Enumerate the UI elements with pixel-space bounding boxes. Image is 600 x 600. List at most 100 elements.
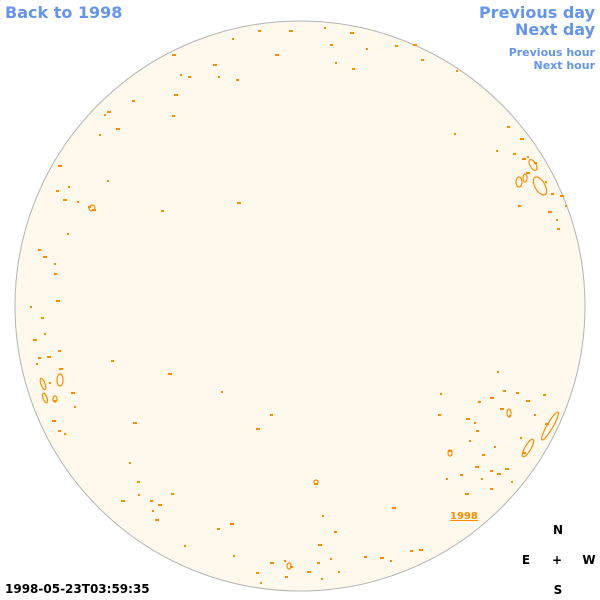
contour-mark [256, 572, 259, 574]
contour-mark [36, 363, 38, 365]
contour-mark [137, 481, 140, 483]
contour-mark [523, 452, 526, 454]
contour-mark [520, 138, 524, 140]
contour-mark [317, 562, 320, 564]
contour-mark [285, 576, 288, 578]
contour-mark [289, 30, 293, 32]
contour-mark [270, 414, 273, 416]
contour-mark [543, 394, 546, 396]
contour-mark [230, 523, 234, 525]
contour-mark [59, 368, 63, 370]
contour-mark [67, 233, 69, 235]
contour-mark [58, 350, 61, 352]
contour-mark [438, 414, 441, 416]
contour-mark [465, 493, 469, 495]
contour-mark [503, 390, 506, 392]
contour-mark [236, 79, 239, 81]
contour-mark [322, 515, 324, 517]
contour-mark [104, 114, 106, 116]
contour-mark [284, 560, 286, 562]
contour-mark [138, 494, 140, 496]
contour-mark [490, 397, 494, 399]
contour-mark [335, 62, 337, 64]
contour-loop [52, 395, 58, 403]
contour-mark [545, 181, 547, 183]
compass-south-label: S [553, 583, 563, 597]
contour-mark [500, 408, 504, 410]
contour-mark [518, 205, 521, 207]
contour-mark [481, 478, 483, 480]
contour-loop [521, 438, 535, 458]
contour-mark [496, 150, 498, 152]
contour-mark [446, 478, 448, 480]
previous-hour-link[interactable]: Previous hour [508, 46, 595, 59]
contour-mark [352, 68, 355, 70]
contour-mark [256, 428, 260, 430]
contour-loop [39, 377, 47, 391]
contour-mark [233, 555, 235, 557]
contour-mark [133, 422, 137, 424]
contour-loop [532, 176, 548, 196]
contour-mark [38, 249, 41, 251]
contour-mark [111, 360, 114, 362]
contour-mark [58, 430, 61, 432]
contour-mark [99, 134, 101, 136]
contour-mark [456, 70, 458, 72]
contour-mark [494, 446, 496, 448]
contour-mark [258, 30, 261, 32]
next-day-link[interactable]: Next day [515, 20, 595, 39]
contour-mark [476, 430, 479, 432]
contour-mark [410, 550, 413, 552]
contour-mark [129, 462, 131, 464]
contour-mark [33, 339, 37, 341]
previous-day-link[interactable]: Previous day [478, 3, 595, 22]
contour-mark [490, 470, 493, 472]
contour-loop [506, 408, 512, 418]
contour-loop [313, 479, 319, 485]
contour-mark [58, 165, 62, 167]
contour-mark [513, 153, 516, 155]
solar-disk [14, 20, 586, 592]
contour-mark [30, 306, 32, 308]
contour-mark [490, 488, 493, 490]
contour-mark [307, 571, 311, 573]
contour-mark [330, 44, 333, 46]
observation-timestamp: 1998-05-23T03:59:35 [5, 582, 150, 596]
contour-mark [560, 195, 564, 197]
contour-mark [448, 450, 452, 452]
contour-mark [454, 133, 456, 135]
year-link[interactable]: 1998 [450, 511, 478, 522]
contour-loop [447, 449, 453, 457]
contour-mark [475, 466, 479, 468]
contour-mark [152, 510, 154, 512]
contour-mark [217, 528, 220, 530]
contour-mark [232, 38, 234, 40]
contour-mark [534, 414, 536, 416]
contour-mark [526, 172, 530, 174]
back-to-year-link[interactable]: Back to 1998 [5, 3, 123, 22]
contour-mark [460, 474, 463, 476]
contour-mark [38, 357, 41, 359]
contour-mark [172, 115, 175, 117]
contour-loop [540, 411, 560, 441]
contour-mark [161, 210, 164, 212]
contour-mark [260, 582, 262, 584]
contour-mark [507, 126, 510, 128]
contour-mark [107, 111, 111, 113]
contour-loop [56, 373, 64, 387]
contour-mark [556, 219, 558, 221]
contour-mark [338, 571, 340, 573]
contour-mark [221, 391, 223, 393]
contour-mark [77, 201, 79, 203]
contour-mark [47, 356, 51, 358]
contour-mark [497, 371, 499, 373]
contour-mark [41, 317, 44, 319]
contour-loop [41, 392, 49, 404]
contour-mark [132, 100, 135, 102]
contour-mark [171, 493, 174, 495]
contour-mark [158, 504, 162, 506]
contour-mark [551, 193, 554, 195]
next-hour-link[interactable]: Next hour [533, 59, 596, 72]
contour-mark [54, 263, 56, 265]
